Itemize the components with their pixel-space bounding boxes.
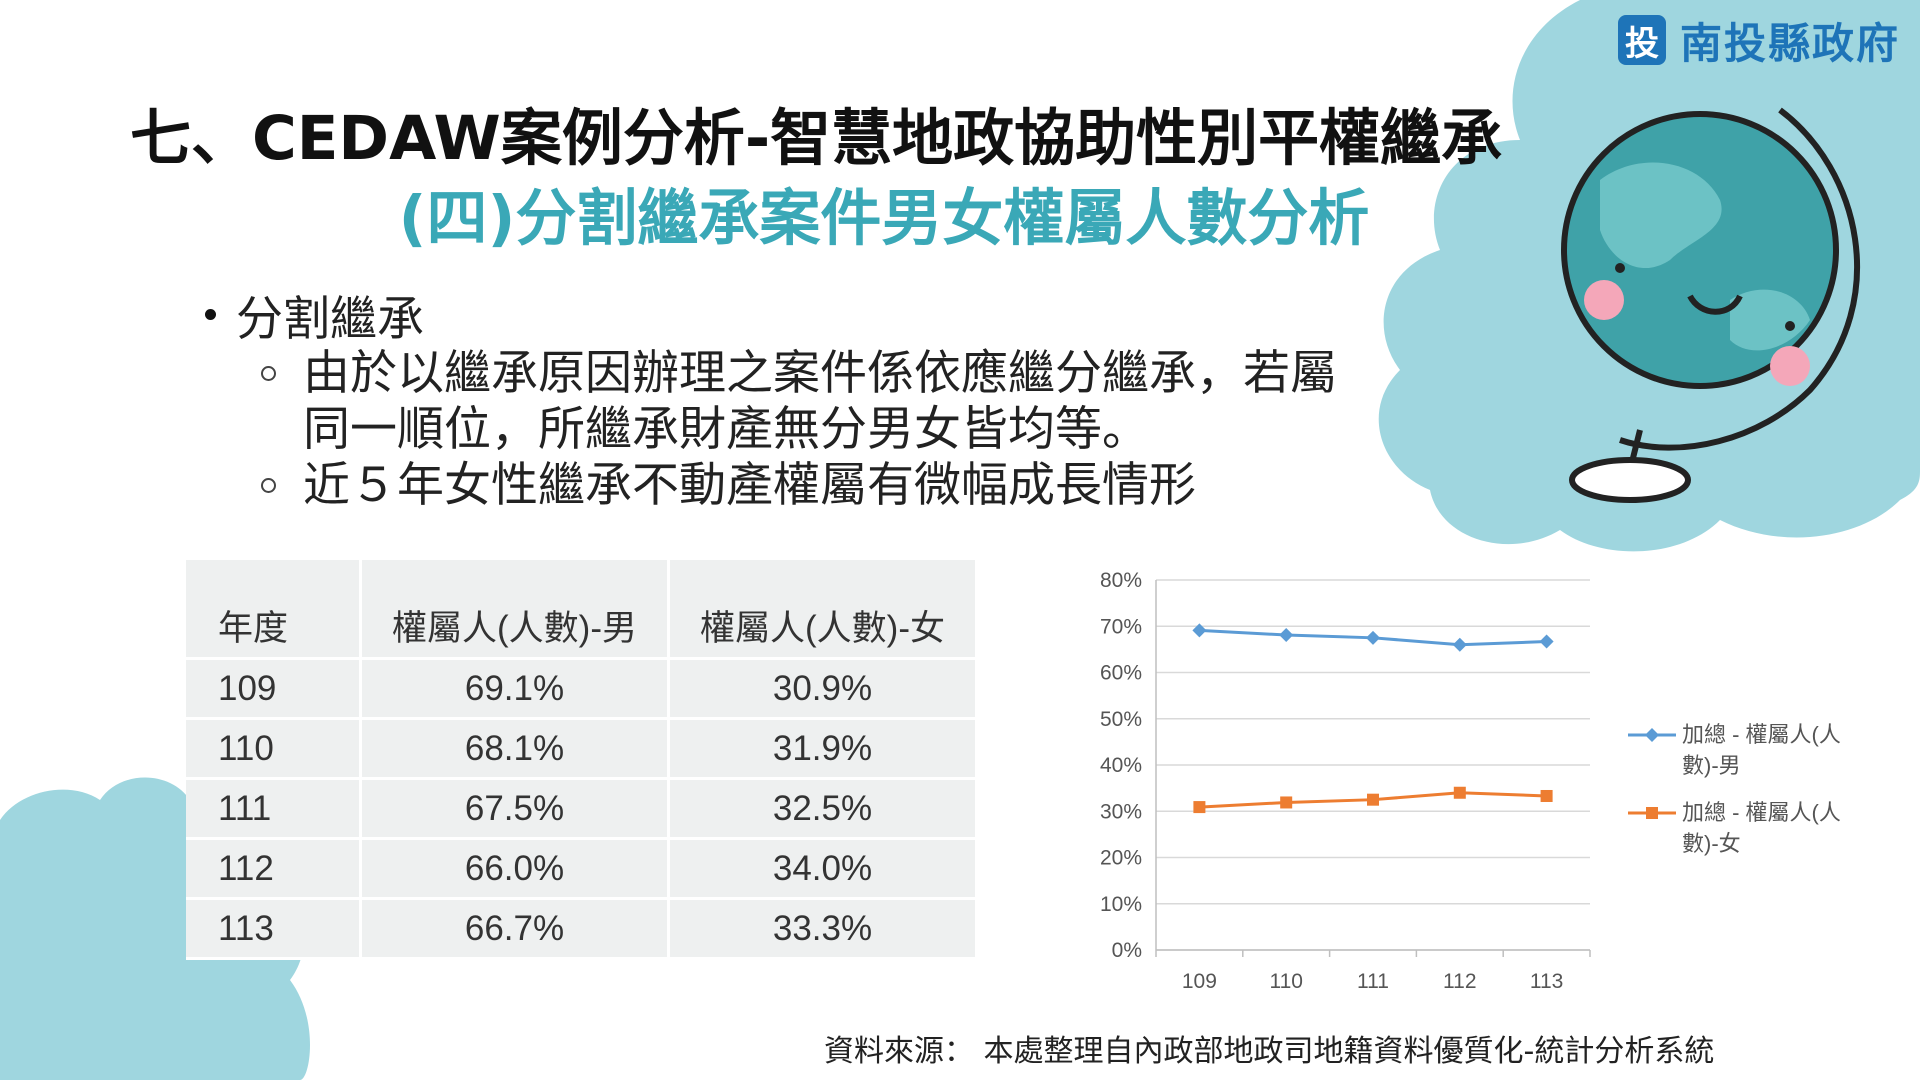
table-row: 109 69.1% 30.9% [186, 658, 978, 720]
legend-label: 加總 - 權屬人(人 [1682, 722, 1841, 747]
cell-female: 32.5% [668, 778, 978, 840]
data-point [1193, 801, 1206, 814]
legend-marker [1646, 807, 1658, 819]
data-point [1452, 637, 1467, 652]
data-point [1279, 628, 1294, 643]
globe-illustration [1561, 107, 1861, 503]
table-row: 110 68.1% 31.9% [186, 718, 978, 780]
data-point [1280, 796, 1293, 809]
x-tick-label: 110 [1269, 970, 1302, 993]
county-logo-text: 南投縣政府 [1679, 18, 1900, 68]
cell-year: 111 [186, 778, 362, 840]
slide-title: 七、CEDAW案例分析-智慧地政協助性別平權繼承 [130, 103, 1503, 174]
sub-bullet-1-line1: 由於以繼承原因辦理之案件係依應繼分繼承，若屬 [303, 346, 1337, 401]
sub-bullet-2: 近５年女性繼承不動產權屬有微幅成長情形 [165, 458, 1337, 514]
data-table: 年度 權屬人(人數)-男 權屬人(人數)-女 109 69.1% 30.9% 1… [186, 560, 978, 960]
cell-male: 66.0% [360, 838, 670, 900]
data-point [1453, 786, 1466, 799]
line-chart: 0% 10% 20% 30% 40% 50% 60% 70% 80% 109 110 111 112 11… [1060, 560, 1910, 1000]
x-tick-label: 112 [1443, 970, 1476, 993]
data-point [1366, 630, 1380, 645]
table-row: 113 66.7% 33.3% [186, 898, 978, 960]
table-header-row: 年度 權屬人(人數)-男 權屬人(人數)-女 [186, 560, 978, 660]
sub-bullet-1-line2: 同一順位，所繼承財產無分男女皆均等。 [303, 402, 1149, 457]
data-point [1367, 793, 1379, 806]
header-year: 年度 [186, 560, 362, 660]
data-point [1192, 623, 1207, 638]
legend-label: 加總 - 權屬人(人 [1682, 800, 1841, 825]
y-tick-label: 0% [1112, 939, 1142, 962]
legend-label: 數)-男 [1682, 753, 1741, 778]
legend-label: 數)-女 [1682, 831, 1741, 856]
table-row: 111 67.5% 32.5% [186, 778, 978, 840]
y-tick-label: 10% [1100, 893, 1142, 916]
cell-female: 34.0% [668, 838, 978, 900]
cell-male: 67.5% [360, 778, 670, 840]
y-tick-label: 80% [1100, 569, 1142, 592]
sub-bullet-1: 由於以繼承原因辦理之案件係依應繼分繼承，若屬 同一順位，所繼承財產無分男女皆均等… [165, 346, 1337, 458]
cell-female: 30.9% [668, 658, 978, 720]
y-tick-label: 70% [1100, 615, 1142, 638]
line-chart-svg: 0% 10% 20% 30% 40% 50% 60% 70% 80% 109 110 111 112 11… [1100, 569, 1841, 993]
y-tick-label: 50% [1100, 708, 1142, 731]
cell-year: 109 [186, 658, 362, 720]
legend-marker [1645, 728, 1659, 742]
bullet-main: 分割繼承 [205, 282, 1337, 347]
y-tick-label: 60% [1100, 662, 1142, 685]
x-tick-label: 113 [1530, 970, 1563, 993]
data-point [1540, 789, 1553, 802]
bullet-main-text: 分割繼承 [236, 291, 424, 347]
sub-bullet-2-text: 近５年女性繼承不動產權屬有微幅成長情形 [303, 458, 1196, 513]
table-row: 112 66.0% 34.0% [186, 838, 978, 900]
cell-year: 112 [186, 838, 362, 900]
cell-female: 31.9% [668, 718, 978, 780]
y-tick-label: 20% [1100, 847, 1142, 870]
data-point [1539, 634, 1554, 649]
cell-year: 113 [186, 898, 362, 960]
cell-male: 69.1% [360, 658, 670, 720]
y-tick-label: 40% [1100, 754, 1142, 777]
bullet-list: 分割繼承 由於以繼承原因辦理之案件係依應繼分繼承，若屬 同一順位，所繼承財產無分… [205, 282, 1337, 514]
header-male: 權屬人(人數)-男 [360, 560, 670, 660]
bullet-dot-icon [205, 308, 216, 320]
header-female: 權屬人(人數)-女 [668, 560, 978, 660]
cell-male: 68.1% [360, 718, 670, 780]
sub-bullet-circle-icon [261, 366, 276, 381]
x-tick-label: 111 [1357, 970, 1389, 993]
county-logo-mark: 投 [1617, 15, 1666, 65]
cell-year: 110 [186, 718, 362, 780]
slide-subtitle: (四)分割繼承案件男女權屬人數分析 [398, 183, 1370, 254]
y-tick-label: 30% [1100, 800, 1142, 823]
cell-male: 66.7% [360, 898, 670, 960]
data-source-note: 資料來源： 本處整理自內政部地政司地籍資料優質化-統計分析系統 [824, 1034, 1715, 1069]
cell-female: 33.3% [668, 898, 978, 960]
x-tick-label: 109 [1182, 970, 1217, 993]
sub-bullet-circle-icon [261, 478, 276, 493]
county-logo: 投 南投縣政府 [1617, 10, 1900, 70]
